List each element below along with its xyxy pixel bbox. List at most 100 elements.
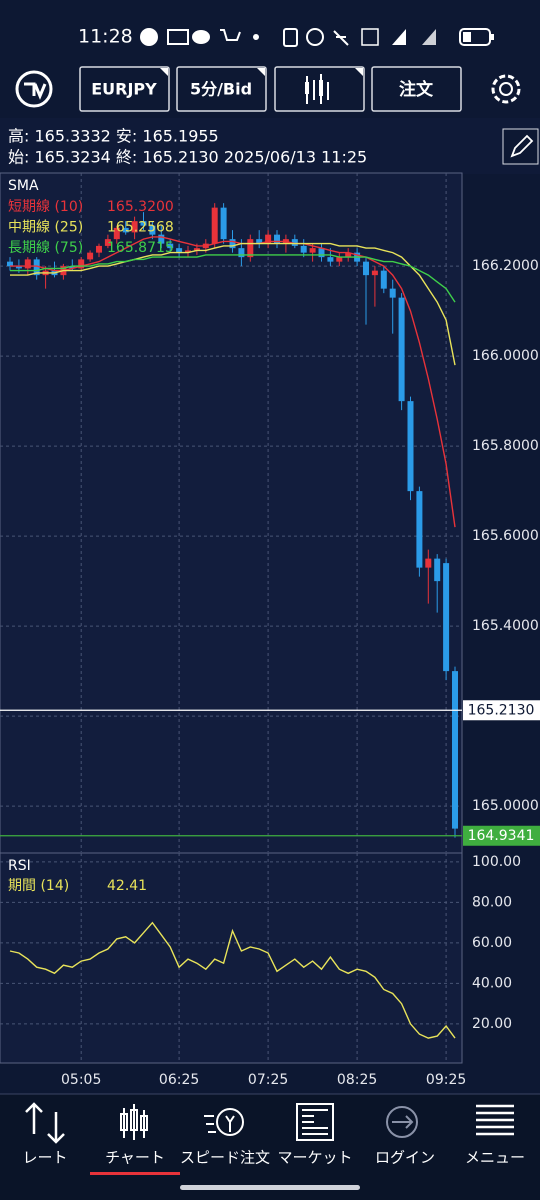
nav-item[interactable]: スピード注文 [180, 1108, 270, 1167]
price-tag [463, 825, 540, 846]
info-line: 始: 165.3234 終: 165.2130 2025/06/13 11:25 [8, 148, 367, 167]
gear-icon [491, 74, 521, 104]
nav-item[interactable]: ログイン [375, 1106, 435, 1167]
chart-type-button[interactable] [274, 66, 365, 112]
nav-label: レート [22, 1149, 67, 1167]
legend-value: 165.3200 [107, 199, 174, 215]
candle-body [274, 234, 280, 244]
y-tick-label: 165.0000 [472, 798, 539, 814]
nav-item[interactable]: メニュー [465, 1104, 525, 1167]
indicator-line [10, 242, 456, 366]
candle-body [15, 266, 22, 269]
y-tick-label: 80.00 [472, 894, 512, 910]
candle-body [176, 248, 183, 253]
y-tick-label: 165.6000 [472, 528, 539, 544]
candle-body [33, 259, 40, 276]
candle-body [185, 250, 191, 253]
nav-active-indicator [90, 1172, 180, 1175]
status-icon [306, 28, 324, 46]
symbol-button[interactable]: EURJPY [79, 66, 170, 112]
nav-label: チャート [105, 1149, 165, 1167]
candle-body [416, 491, 423, 568]
nav-item[interactable]: レート [22, 1102, 68, 1167]
info-line: 高: 165.3332 安: 165.1955 [8, 127, 219, 146]
status-icon [192, 30, 210, 44]
button-frame [502, 128, 539, 165]
candle-body [220, 207, 227, 240]
y-tick-label: 166.0000 [472, 348, 539, 364]
candle-body [193, 248, 200, 251]
candle-body [309, 248, 316, 253]
y-tick-label: 20.00 [472, 1016, 512, 1032]
pencil-icon [510, 134, 534, 158]
candle-icon [319, 80, 323, 96]
settings-button[interactable] [491, 74, 521, 104]
candle-body [434, 558, 441, 582]
x-tick-label: 07:25 [248, 1072, 288, 1088]
order-button[interactable]: 注文 [371, 66, 462, 112]
candle-body [389, 288, 396, 298]
status-icon [253, 34, 259, 40]
candle-body [425, 558, 432, 568]
candle-body [122, 227, 129, 233]
nav-label: ログイン [375, 1149, 435, 1167]
logo-button[interactable] [15, 70, 53, 108]
battery [459, 28, 491, 46]
candle-body [265, 234, 272, 244]
x-tick-label: 08:25 [337, 1072, 377, 1088]
y-tick-label: 40.00 [472, 975, 512, 991]
symbol-label: EURJPY [91, 80, 157, 99]
gear-icon [499, 82, 513, 96]
candle-body [443, 563, 450, 672]
candle-body [24, 259, 31, 269]
battery-tip [491, 34, 494, 40]
interval-button[interactable]: 5分/Bid [176, 66, 267, 112]
legend-value: 165.8715 [107, 240, 174, 256]
button-frame [176, 66, 267, 112]
candle-body [452, 671, 458, 829]
y-tick-label: 165.4000 [472, 618, 539, 634]
rsi-panel [0, 852, 463, 1064]
nav-label: マーケット [277, 1149, 352, 1167]
candle-body [398, 297, 405, 402]
candle-body [407, 401, 414, 492]
candle-body [229, 239, 236, 249]
legend-value: 165.2568 [107, 220, 174, 236]
gesture-bar [180, 1185, 360, 1190]
info-area [0, 118, 540, 174]
nav-item[interactable]: マーケット [277, 1103, 353, 1167]
candle-body [78, 259, 85, 269]
status-icon [140, 28, 158, 46]
candle-body [256, 239, 263, 244]
legend-name: 短期線 (10) [8, 199, 83, 215]
nav-item[interactable]: チャート [90, 1104, 180, 1175]
candle-body [149, 225, 156, 235]
price-tag-label: 165.2130 [468, 702, 535, 718]
candle-body [167, 243, 174, 249]
candle-body [131, 221, 138, 233]
candle-body [345, 252, 352, 258]
dropdown-corner [160, 68, 168, 76]
draw-button[interactable] [502, 128, 539, 165]
nav-icon [476, 1104, 514, 1136]
candle-body [140, 221, 147, 226]
price-tag-label: 164.9341 [468, 828, 535, 844]
price-tag [463, 700, 540, 721]
candle-body [87, 252, 94, 260]
candle-body [7, 261, 13, 267]
candle-body [113, 227, 120, 240]
candle-body [327, 257, 334, 262]
logo-mark [24, 82, 47, 100]
button-frame [79, 66, 170, 112]
candle-body [318, 248, 325, 258]
nav-label: スピード注文 [180, 1149, 270, 1167]
y-tick-label: 100.00 [472, 854, 521, 870]
nav-icon [392, 1115, 414, 1129]
y-tick-label: 165.8000 [472, 438, 539, 454]
battery-level [463, 32, 471, 42]
nav-icon [296, 1103, 334, 1141]
x-tick-label: 06:25 [159, 1072, 199, 1088]
nav-label: メニュー [465, 1149, 525, 1167]
status-bar: 11:28 [78, 26, 494, 48]
